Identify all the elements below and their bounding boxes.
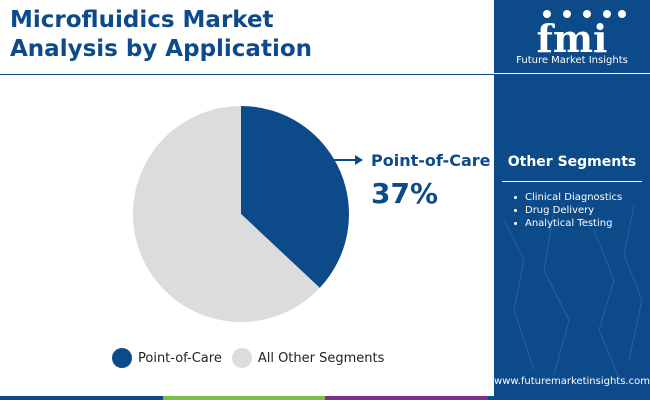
bottom-bar-segment xyxy=(162,396,325,400)
logo-letters: fmi xyxy=(537,16,608,54)
other-segments-list: Clinical Diagnostics Drug Delivery Analy… xyxy=(512,191,622,230)
other-segment-item: Drug Delivery xyxy=(512,204,622,217)
brand-name: Future Market Insights xyxy=(516,55,628,66)
callout-arrow xyxy=(333,155,363,165)
pie-slices xyxy=(133,106,350,322)
fmi-logo-mark: fmi xyxy=(537,10,626,61)
legend-item-point-of-care: Point-of-Care xyxy=(112,348,222,368)
website-link[interactable]: www.futuremarketinsights.com xyxy=(494,376,650,387)
pie-chart xyxy=(133,106,363,322)
chart-legend: Point-of-Care All Other Segments xyxy=(112,346,384,370)
other-segment-item: Analytical Testing xyxy=(512,217,622,230)
legend-swatch-point-of-care xyxy=(112,348,132,368)
legend-label-point-of-care: Point-of-Care xyxy=(138,350,222,366)
other-segments-divider xyxy=(502,181,642,182)
chart-title: Microfluidics Market Analysis by Applica… xyxy=(10,6,480,64)
side-panel: fmi Future Market Insights Other Segment… xyxy=(494,0,650,400)
panel-texture xyxy=(503,204,643,379)
bottom-bar-segment xyxy=(0,396,163,400)
chart-title-line-1: Microfluidics Market xyxy=(10,7,274,33)
legend-label-all-other-segments: All Other Segments xyxy=(257,350,385,366)
callout-label: Point-of-Care xyxy=(371,151,491,170)
bottom-color-bar xyxy=(0,396,650,400)
callout-value: 37% xyxy=(371,177,439,210)
title-divider xyxy=(0,74,494,75)
other-segments-heading: Other Segments xyxy=(507,154,637,170)
legend-swatch-all-other-segments xyxy=(231,348,252,368)
chart-title-line-2: Analysis by Application xyxy=(10,36,313,62)
other-segment-item: Clinical Diagnostics xyxy=(512,191,622,204)
pie-slice-all-other-segments xyxy=(133,106,320,322)
brand-header: fmi Future Market Insights xyxy=(494,0,650,74)
bottom-bar-segment xyxy=(325,396,488,400)
bottom-bar-segment xyxy=(487,396,650,400)
legend-item-all-other-segments: All Other Segments xyxy=(231,348,385,368)
fmi-logo: fmi Future Market Insights xyxy=(514,8,630,70)
pie-slice-point-of-care xyxy=(241,106,350,288)
